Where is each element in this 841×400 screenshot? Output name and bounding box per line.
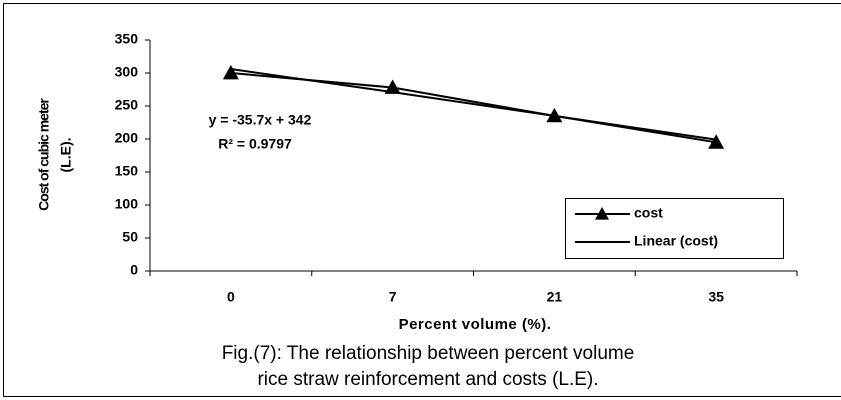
point bbox=[708, 134, 725, 149]
series-line bbox=[230, 72, 717, 144]
series-line bbox=[230, 68, 717, 141]
caption: Fig.(7): The relationship between percen… bbox=[222, 343, 635, 364]
y-axis-label: Cost of cubic meter bbox=[36, 98, 52, 211]
y-tick-label: 350 bbox=[115, 31, 139, 47]
legend-label: cost bbox=[634, 205, 663, 221]
legend-marker bbox=[595, 207, 609, 220]
y-tick-label: 250 bbox=[115, 97, 139, 113]
x-tick-label: 0 bbox=[227, 289, 235, 305]
y-tick-label: 0 bbox=[130, 262, 138, 278]
y-tick-label: 150 bbox=[115, 163, 139, 179]
x-tick-label: 21 bbox=[547, 289, 563, 305]
x-tick-label: 35 bbox=[708, 289, 724, 305]
equation: y = -35.7x + 342 bbox=[209, 112, 312, 128]
caption: rice straw reinforcement and costs (L.E)… bbox=[257, 369, 598, 390]
y-tick-label: 100 bbox=[115, 196, 139, 212]
r-squared: R² = 0.9797 bbox=[218, 136, 292, 152]
point bbox=[384, 79, 401, 94]
y-tick-label: 300 bbox=[115, 64, 139, 80]
frame bbox=[3, 3, 841, 397]
legend-label: Linear (cost) bbox=[634, 233, 718, 249]
x-tick-label: 7 bbox=[389, 289, 397, 305]
legend-box bbox=[565, 198, 784, 259]
y-tick-label: 200 bbox=[115, 130, 139, 146]
y-tick-label: 50 bbox=[122, 229, 138, 245]
point bbox=[222, 65, 239, 80]
x-axis-label: Percent volume (%). bbox=[399, 316, 552, 333]
y-axis-label: (L.E). bbox=[58, 138, 74, 173]
